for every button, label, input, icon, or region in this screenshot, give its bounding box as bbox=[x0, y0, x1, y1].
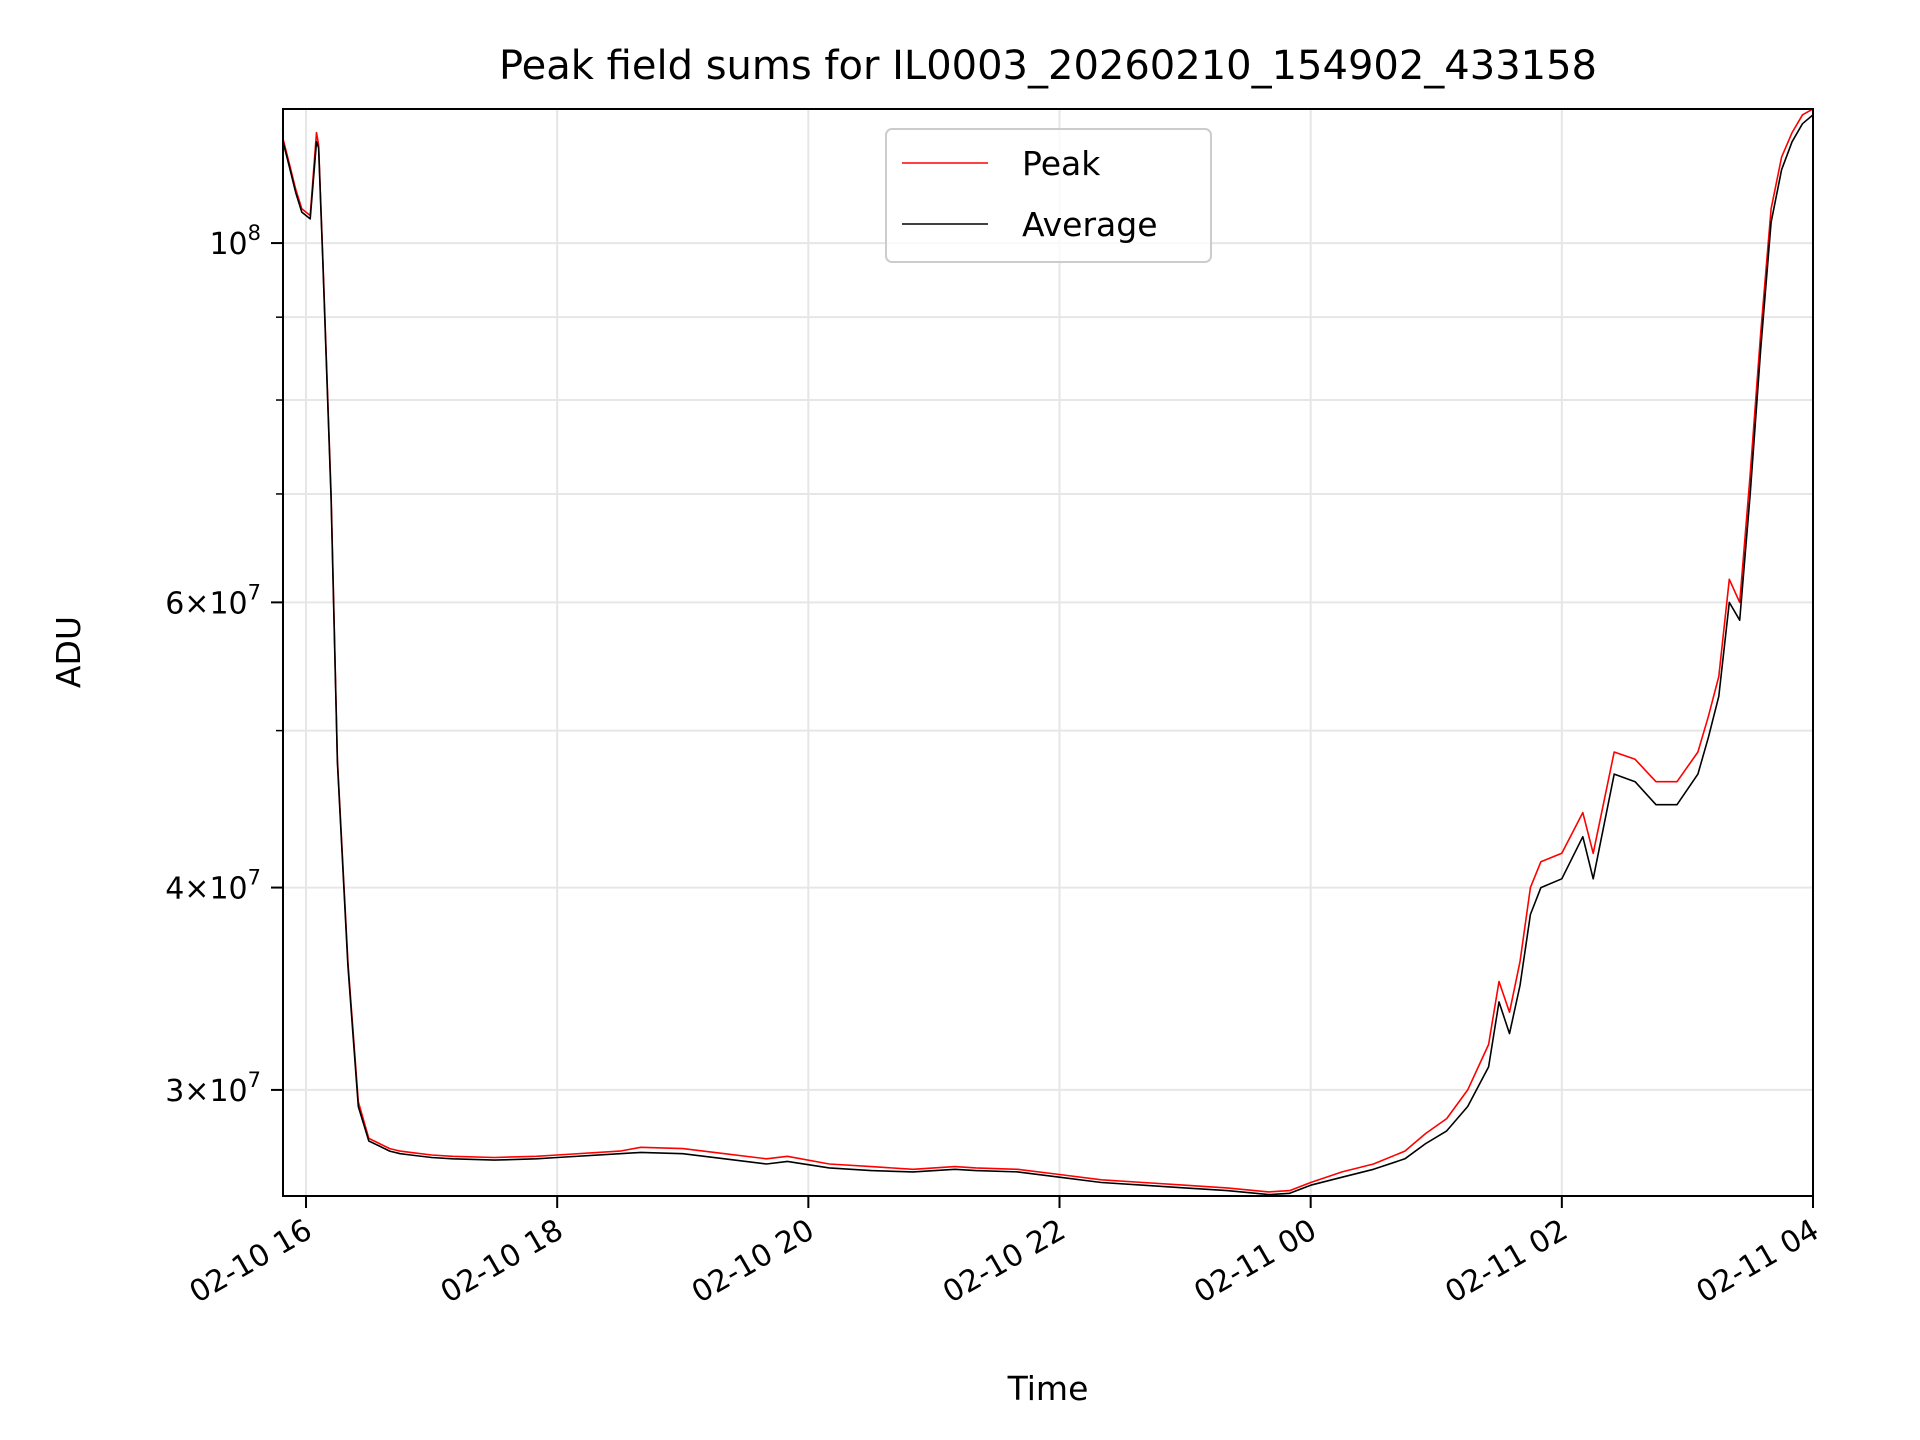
y-tick-base: 10 bbox=[209, 872, 247, 907]
y-tick-mantissa: 6 bbox=[165, 586, 184, 621]
y-tick-exponent: 7 bbox=[248, 866, 261, 890]
series-line-average bbox=[283, 114, 1813, 1196]
y-tick-label: 3×107 bbox=[165, 1068, 261, 1109]
y-tick-label: 6×107 bbox=[165, 580, 261, 621]
y-tick-mantissa: 4 bbox=[165, 872, 184, 907]
series-group bbox=[283, 109, 1813, 1196]
legend: Peak Average bbox=[885, 128, 1212, 263]
y-tick-base: 10 bbox=[209, 1074, 247, 1109]
y-tick-times: × bbox=[184, 1074, 209, 1109]
plot-area bbox=[283, 109, 1813, 1196]
chart-title: Peak field sums for IL0003_20260210_1549… bbox=[499, 43, 1597, 89]
y-tick-label: 4×107 bbox=[165, 866, 261, 907]
y-tick-exponent: 8 bbox=[248, 221, 261, 245]
y-tick-mantissa: 3 bbox=[165, 1074, 184, 1109]
y-tick-label: 108 bbox=[209, 221, 261, 262]
y-tick-exponent: 7 bbox=[248, 580, 261, 604]
x-axis-label: Time bbox=[1007, 1369, 1089, 1408]
axes-frame bbox=[282, 108, 1814, 1197]
y-tick-base: 10 bbox=[209, 227, 247, 262]
y-tick-times: × bbox=[184, 586, 209, 621]
legend-label-peak: Peak bbox=[1022, 144, 1101, 183]
legend-label-average: Average bbox=[1022, 205, 1158, 244]
y-tick-times: × bbox=[184, 872, 209, 907]
y-tick-exponent: 7 bbox=[248, 1068, 261, 1092]
y-axis-label: ADU bbox=[49, 616, 88, 688]
y-tick-base: 10 bbox=[209, 586, 247, 621]
